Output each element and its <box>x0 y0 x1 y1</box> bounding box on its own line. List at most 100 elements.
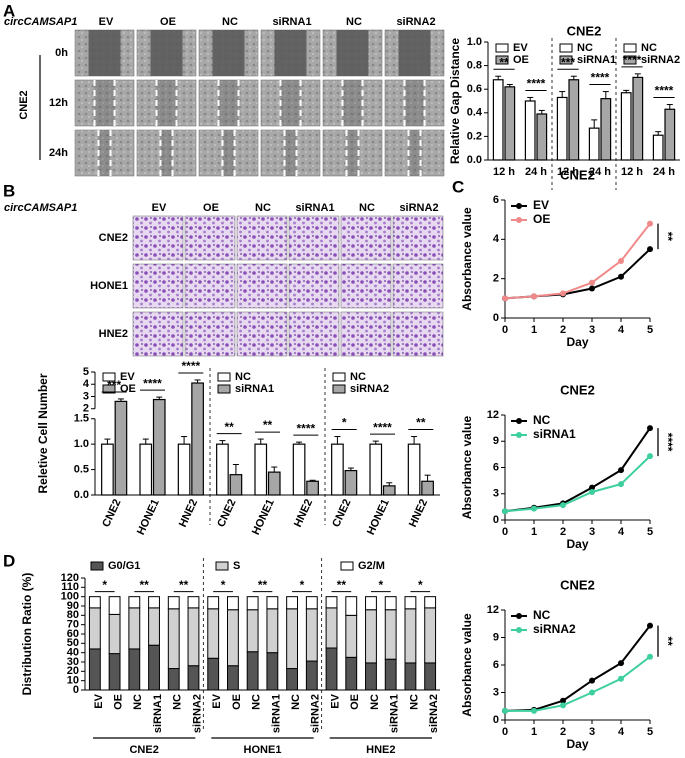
image-column-label: NC <box>346 16 362 28</box>
x-tick-label: NC <box>408 694 420 710</box>
y-tick-label: 4 <box>493 233 500 245</box>
y-tick-label: 120 <box>61 572 79 584</box>
bar <box>421 480 434 496</box>
point <box>589 489 595 495</box>
significance: ** <box>661 232 675 242</box>
x-tick-label: siRNA1 <box>389 694 401 733</box>
point <box>502 295 508 302</box>
point <box>502 508 508 515</box>
micrograph <box>132 311 184 357</box>
y-axis-label: Absorbance value <box>460 207 474 311</box>
x-tick-label: OE <box>231 694 243 710</box>
bar <box>664 108 676 161</box>
legend-swatch <box>340 561 354 571</box>
x-tick-label: EV <box>211 693 223 708</box>
point <box>589 285 595 292</box>
bar-segment <box>108 653 121 691</box>
x-tick-label: 2 <box>560 324 566 336</box>
wound-gap <box>222 130 235 176</box>
bar-segment <box>246 651 259 691</box>
legend-swatch <box>623 43 637 53</box>
x-tick-label: NC <box>290 694 302 710</box>
image-row-label: HONE1 <box>90 280 128 292</box>
y-tick-label: 100 <box>61 591 79 603</box>
wound-gap <box>398 30 431 76</box>
legend-swatch <box>217 384 231 394</box>
x-tick-label: 5 <box>647 324 653 336</box>
bar-segment <box>286 596 299 610</box>
bar <box>632 76 644 161</box>
series-line <box>504 248 651 300</box>
legend-label: G2/M <box>358 560 385 572</box>
bar-segment <box>345 596 358 616</box>
point <box>647 425 653 432</box>
micrograph <box>132 263 184 309</box>
y-tick-label: 9 <box>493 631 499 643</box>
bar-segment <box>187 665 200 691</box>
legend-swatch <box>332 372 346 382</box>
x-tick-label: HNE2 <box>407 497 430 529</box>
significance: ** <box>416 416 426 430</box>
significance: **** <box>655 84 674 98</box>
y-tick-label: 5 <box>83 366 89 378</box>
point <box>618 481 624 488</box>
wound-gap <box>218 80 239 126</box>
legend-label: siRNA1 <box>533 427 576 441</box>
legend-marker <box>516 203 522 209</box>
micrograph <box>260 129 321 177</box>
x-axis-label: Day <box>566 537 588 551</box>
x-tick-label: HONE1 <box>365 497 392 536</box>
y-axis-label: Absorbance value <box>460 613 474 717</box>
y-tick-label: 1.0 <box>74 438 89 450</box>
legend-label: EV <box>120 371 135 383</box>
x-tick-label: HNE2 <box>177 497 200 529</box>
bar <box>152 398 166 496</box>
significance: **** <box>143 376 162 390</box>
bar-segment <box>207 657 220 691</box>
x-tick-label: HONE1 <box>250 497 277 536</box>
x-tick-label: 5 <box>647 526 653 538</box>
significance: ** <box>258 578 268 592</box>
y-tick-label: 2 <box>493 273 499 285</box>
image-row-label: CNE2 <box>99 232 128 244</box>
micrograph <box>340 263 392 309</box>
x-tick-label: 3 <box>589 324 595 336</box>
wound-gap <box>284 130 297 176</box>
point <box>502 707 508 714</box>
micrograph <box>392 215 444 261</box>
point <box>589 677 595 684</box>
legend-label: NC <box>641 42 657 54</box>
significance: * <box>300 578 305 592</box>
y-tick-label: 80 <box>67 609 79 621</box>
bar-segment <box>226 596 239 611</box>
y-tick-label: 1.0 <box>467 36 482 48</box>
image-column-label: OE <box>203 202 219 214</box>
bar-segment <box>246 609 259 653</box>
legend-swatch <box>215 561 229 571</box>
bar <box>191 382 204 496</box>
micrograph <box>384 79 445 127</box>
bar-segment <box>404 596 417 610</box>
point <box>647 622 653 629</box>
point <box>589 689 595 696</box>
legend-marker <box>516 613 522 619</box>
bar <box>292 443 306 496</box>
bar-segment <box>266 596 279 610</box>
y-axis-label: Reletive Cell Number <box>36 373 50 493</box>
legend-label: NC <box>577 42 593 54</box>
bar-segment <box>384 609 397 660</box>
y-tick-label: 90 <box>67 600 79 612</box>
bar <box>588 127 600 161</box>
bar-segment <box>325 647 338 691</box>
significance: * <box>418 578 423 592</box>
bar-segment <box>148 596 160 609</box>
micrograph <box>260 79 321 127</box>
x-tick-label: siRNA2 <box>428 694 440 733</box>
x-tick-label: 5 <box>647 726 653 738</box>
wound-gap <box>212 30 245 76</box>
wound-gap <box>150 30 183 76</box>
significance: ** <box>499 55 509 69</box>
micrograph <box>340 215 392 261</box>
bar <box>114 400 128 496</box>
x-tick-label: EV <box>329 693 341 708</box>
